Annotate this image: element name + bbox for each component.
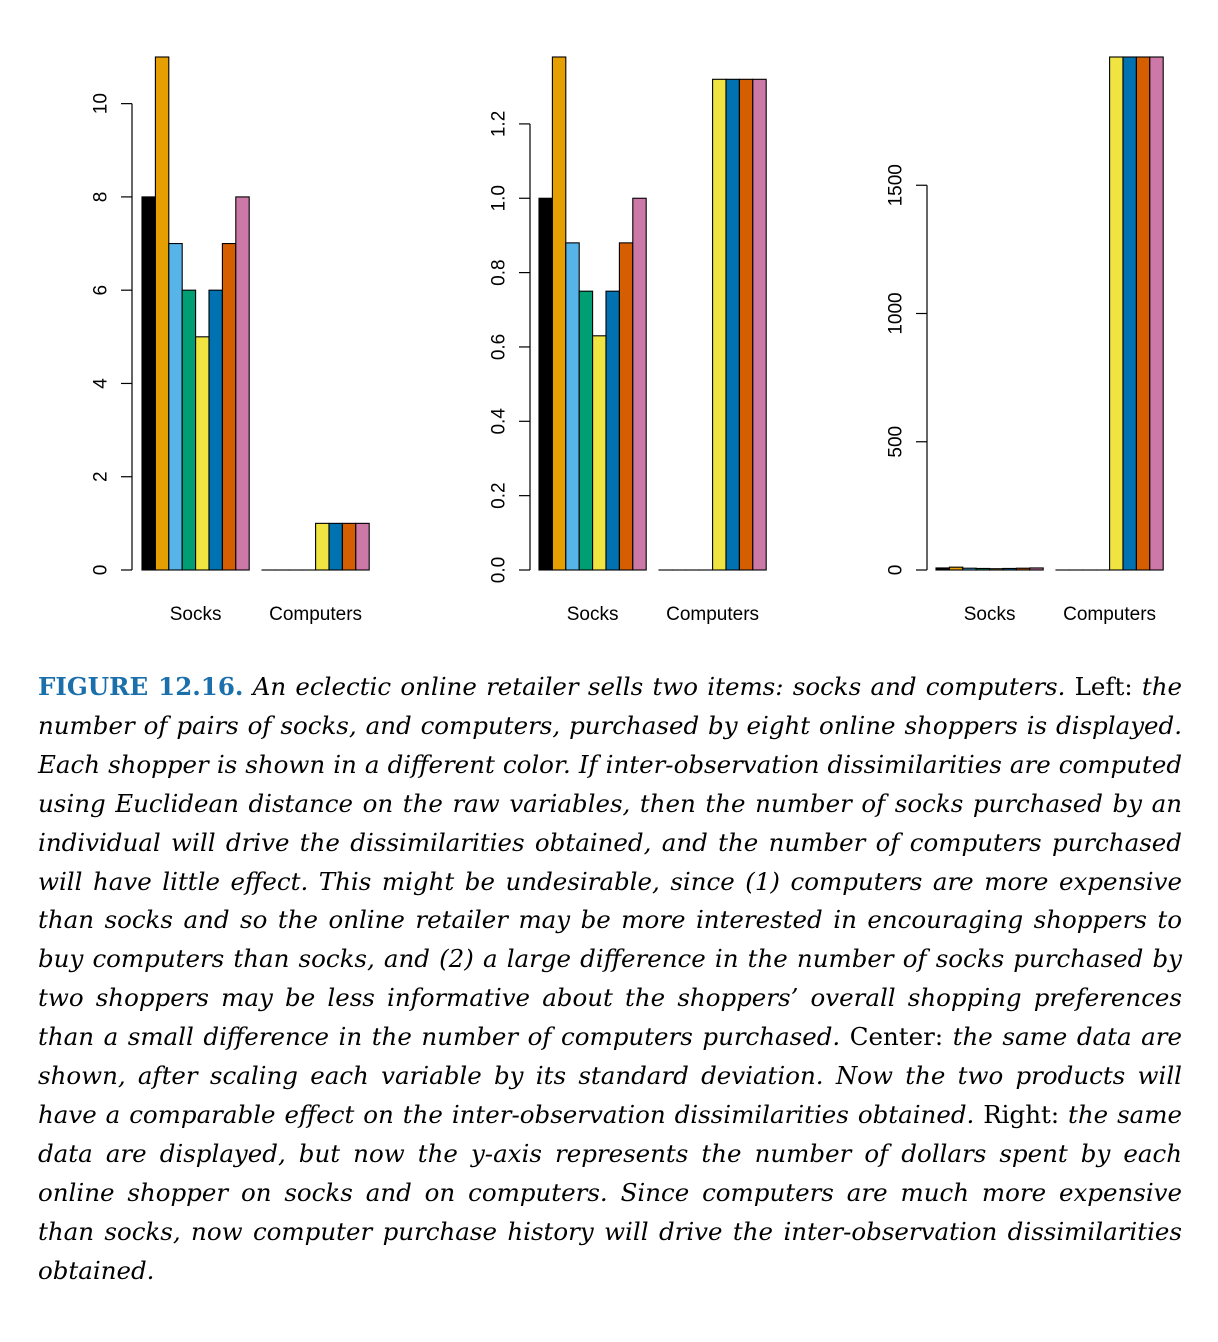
caption-center-word: Center: bbox=[849, 1022, 944, 1052]
caption-left-text: the number of pairs of socks, and comput… bbox=[38, 672, 1182, 1052]
bar bbox=[578, 290, 594, 571]
bar bbox=[315, 522, 330, 571]
y-tick-label: 0 bbox=[886, 565, 907, 576]
y-tick-label: 0.0 bbox=[489, 557, 510, 583]
category-label: Socks bbox=[964, 604, 1016, 625]
bar bbox=[752, 78, 767, 571]
bar bbox=[725, 78, 740, 571]
bar bbox=[538, 197, 553, 571]
y-tick-label: 0.4 bbox=[489, 408, 510, 435]
bar bbox=[341, 522, 357, 571]
figure-label: FIGURE 12.16. bbox=[38, 672, 244, 701]
caption-right-text: the same data are displayed, but now the… bbox=[38, 1099, 1182, 1285]
figure-panels: 0 2 4 6 8 10 Socks Computers 0.0 0.2 0.4 0.6 0.8 1.0 1… bbox=[0, 0, 1218, 650]
category-label: Computers bbox=[269, 604, 362, 625]
bar bbox=[141, 196, 156, 571]
category-label: Socks bbox=[567, 604, 619, 625]
bar bbox=[738, 78, 754, 571]
y-tick-label: 0 bbox=[91, 565, 112, 576]
y-tick-label: 0.6 bbox=[489, 334, 510, 360]
bar bbox=[618, 242, 634, 571]
bar bbox=[1015, 567, 1031, 571]
bar bbox=[181, 289, 197, 571]
bar bbox=[948, 566, 964, 571]
bar bbox=[1149, 56, 1164, 571]
bar bbox=[235, 196, 250, 571]
y-tick-label: 2 bbox=[91, 471, 112, 482]
bar bbox=[551, 56, 567, 571]
caption-center-text: the same data are shown, after scaling e… bbox=[38, 1022, 1182, 1129]
bar bbox=[712, 78, 727, 571]
bar bbox=[195, 336, 210, 571]
bar bbox=[1002, 567, 1017, 571]
bar-charts: 0 2 4 6 8 10 Socks Computers 0.0 0.2 0.4 0.6 0.8 1.0 1… bbox=[91, 56, 1164, 625]
y-tick-label: 500 bbox=[886, 426, 907, 458]
y-tick-label: 8 bbox=[91, 192, 112, 203]
y-tick-label: 10 bbox=[91, 93, 112, 114]
bar bbox=[355, 522, 370, 571]
category-label: Socks bbox=[170, 604, 222, 625]
y-tick-label: 1.0 bbox=[489, 185, 510, 211]
category-label: Computers bbox=[666, 604, 759, 625]
category-label: Computers bbox=[1063, 604, 1156, 625]
caption-left-word: Left: bbox=[1074, 672, 1133, 701]
y-tick-label: 1000 bbox=[886, 292, 907, 334]
bar bbox=[565, 242, 580, 571]
bar bbox=[989, 568, 1004, 571]
bar bbox=[975, 567, 991, 571]
y-tick-label: 6 bbox=[91, 285, 112, 296]
y-tick-label: 4 bbox=[91, 378, 112, 389]
figure-caption: FIGURE 12.16. An eclectic online retaile… bbox=[38, 668, 1182, 1291]
bar bbox=[1029, 567, 1044, 571]
bar bbox=[328, 522, 343, 571]
bar bbox=[1135, 56, 1151, 571]
bar bbox=[935, 567, 950, 571]
bar bbox=[221, 242, 237, 571]
caption-right-word: Right: bbox=[983, 1099, 1060, 1129]
y-tick-label: 0.8 bbox=[489, 259, 510, 285]
y-tick-label: 1.2 bbox=[489, 111, 510, 137]
caption-sentence-1: An eclectic online retailer sells two it… bbox=[252, 672, 1066, 701]
bar bbox=[1122, 56, 1137, 571]
bar bbox=[168, 242, 183, 571]
bar bbox=[962, 567, 977, 571]
bar bbox=[208, 289, 223, 571]
y-tick-label: 0.2 bbox=[489, 482, 510, 508]
bar bbox=[1109, 56, 1124, 571]
bar bbox=[632, 197, 647, 571]
bar bbox=[605, 290, 620, 571]
bar bbox=[592, 335, 607, 571]
bar bbox=[154, 56, 170, 571]
y-tick-label: 1500 bbox=[886, 164, 907, 206]
